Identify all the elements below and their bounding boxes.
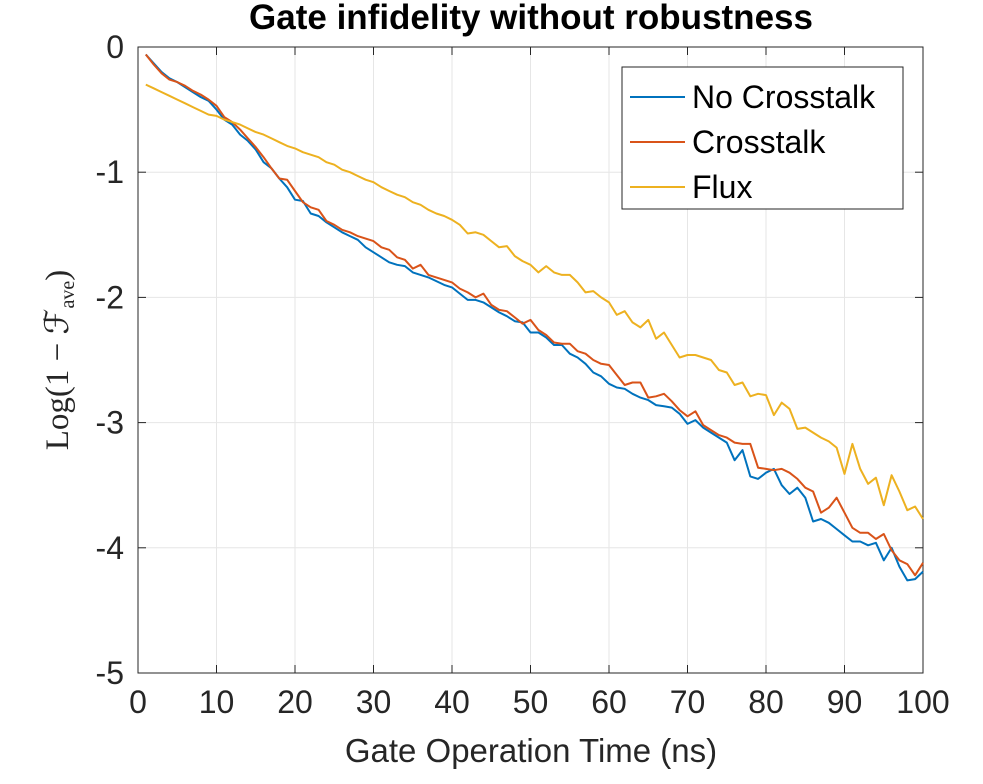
x-axis-label: Gate Operation Time (ns) [345,732,717,769]
y-tick-label: -4 [96,530,124,566]
legend-label-flux: Flux [692,169,752,205]
legend-box [621,66,904,210]
x-tick-label: 40 [434,684,470,720]
x-tick-label: 20 [277,684,313,720]
y-tick-label: -5 [96,655,124,691]
y-axis-label: Log(1 − ℱave) [40,270,79,450]
x-tick-label: 80 [748,684,784,720]
series-lines [145,53,924,582]
legend-label-crosstalk: Crosstalk [692,124,826,160]
series-line-flux [145,83,924,520]
legend-label-no-crosstalk: No Crosstalk [692,79,876,115]
y-tick-label: -3 [96,405,124,441]
y-axis-label-subscript: ave [57,281,79,309]
y-axis-label-close: ) [40,270,76,281]
legend: No Crosstalk Crosstalk Flux [621,66,904,210]
axis-ticks: 0 10 20 30 40 50 60 70 80 90 100 0 -1 -2 -3 -4 -5 [96,29,950,720]
chart-title: Gate infidelity without robustness [249,0,813,37]
x-tick-label: 0 [129,684,147,720]
x-tick-label: 70 [670,684,706,720]
legend-entries: No Crosstalk Crosstalk Flux [630,79,876,205]
x-tick-label: 100 [896,684,949,720]
x-tick-label: 90 [827,684,863,720]
y-tick-label: -2 [96,279,124,315]
x-tick-label: 30 [356,684,392,720]
x-tick-label: 10 [199,684,235,720]
y-tick-label: -1 [96,154,124,190]
series-line-crosstalk [145,53,924,577]
x-tick-label: 60 [591,684,627,720]
x-tick-label: 50 [513,684,549,720]
y-axis-label-main: Log(1 − ℱ [40,308,76,450]
y-tick-label: 0 [106,29,124,65]
